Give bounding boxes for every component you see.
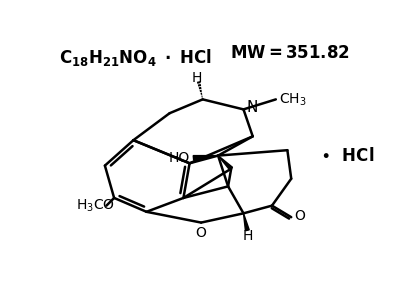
Text: O: O — [196, 226, 206, 240]
Text: N: N — [246, 100, 258, 115]
Polygon shape — [193, 156, 218, 160]
Text: HO: HO — [169, 151, 190, 165]
Text: H: H — [242, 230, 253, 243]
Text: $\mathrm{H_3CO}$: $\mathrm{H_3CO}$ — [76, 198, 115, 214]
Text: H: H — [192, 71, 202, 85]
Text: $\mathbf{MW = 351.82}$: $\mathbf{MW = 351.82}$ — [229, 44, 349, 62]
Polygon shape — [218, 156, 232, 170]
Text: $\mathrm{CH_3}$: $\mathrm{CH_3}$ — [279, 91, 307, 108]
Text: $\mathbf{C_{18}H_{21}NO_4}$$\mathbf{\ \bullet\ HCl}$: $\mathbf{C_{18}H_{21}NO_4}$$\mathbf{\ \b… — [59, 47, 211, 68]
Polygon shape — [243, 213, 249, 231]
Text: O: O — [294, 209, 305, 223]
Text: $\bullet$  $\mathbf{HCl}$: $\bullet$ $\mathbf{HCl}$ — [321, 146, 375, 165]
